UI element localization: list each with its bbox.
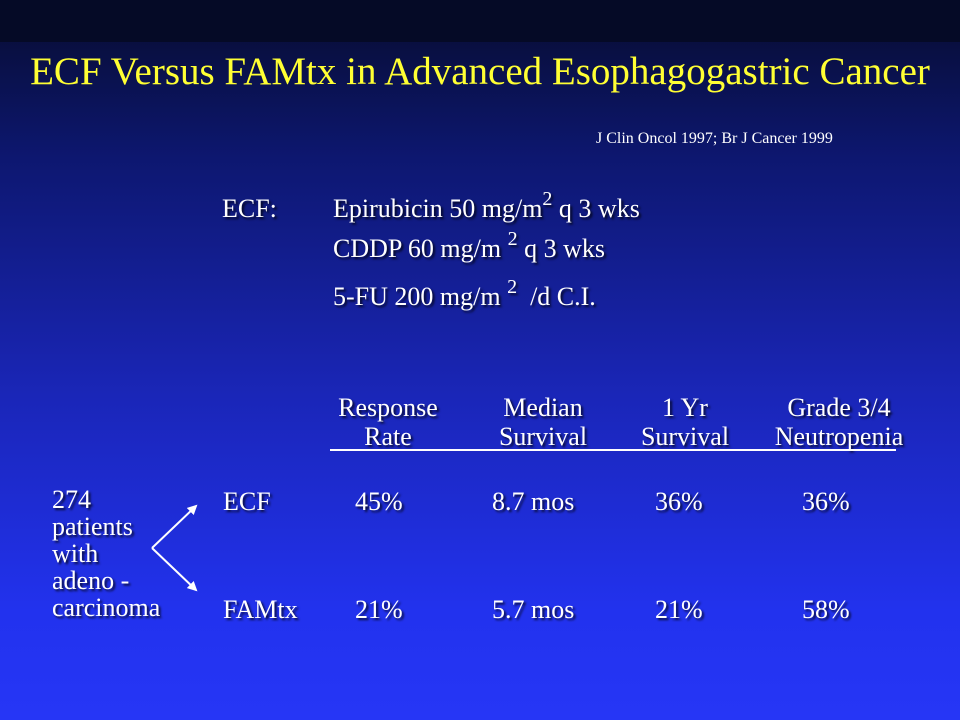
regimen-drug: CDDP 60 mg/m — [333, 234, 508, 263]
row-arm-ecf: ECF — [223, 487, 271, 516]
regimen-line-cddp: CDDP 60 mg/m 2 q 3 wks — [333, 228, 605, 266]
cell-median-famtx: 5.7 mos — [492, 595, 575, 624]
regimen-drug: 5-FU 200 mg/m — [333, 282, 508, 311]
regimen-line-5fu: 5-FU 200 mg/m 2 /d C.I. — [333, 276, 596, 314]
header-1yr-survival: 1 Yr Survival — [640, 393, 730, 451]
regimen-schedule: q 3 wks — [552, 194, 640, 223]
header-neutropenia: Grade 3/4 Neutropenia — [774, 393, 904, 451]
cell-neutropenia-ecf: 36% — [802, 487, 850, 516]
cell-response-ecf: 45% — [355, 487, 403, 516]
regimen-schedule: /d C.I. — [517, 282, 596, 311]
cell-1yr-famtx: 21% — [655, 595, 703, 624]
regimen-superscript: 2 — [542, 188, 553, 210]
cell-response-famtx: 21% — [355, 595, 403, 624]
header-response-rate: Response Rate — [338, 393, 438, 451]
slide-title: ECF Versus FAMtx in Advanced Esophagogas… — [30, 50, 930, 93]
regimen-drug: Epirubicin 50 mg/m — [333, 194, 543, 223]
row-arm-famtx: FAMtx — [223, 595, 298, 624]
population-label: 274 patients with adeno - carcinoma — [52, 485, 161, 622]
header-underline — [330, 449, 896, 451]
cell-neutropenia-famtx: 58% — [802, 595, 850, 624]
cell-median-ecf: 8.7 mos — [492, 487, 575, 516]
arrow-to-famtx — [151, 547, 198, 592]
regimen-label: ECF: — [222, 194, 277, 223]
regimen-superscript: 2 — [507, 228, 518, 250]
header-median-survival: Median Survival — [498, 393, 588, 451]
citation: J Clin Oncol 1997; Br J Cancer 1999 — [596, 130, 833, 147]
cell-1yr-ecf: 36% — [655, 487, 703, 516]
regimen-superscript: 2 — [507, 276, 518, 298]
arrow-to-ecf — [151, 504, 198, 549]
regimen-line-epirubicin: Epirubicin 50 mg/m2 q 3 wks — [333, 188, 640, 226]
top-bar — [0, 0, 960, 42]
regimen-schedule: q 3 wks — [517, 234, 605, 263]
